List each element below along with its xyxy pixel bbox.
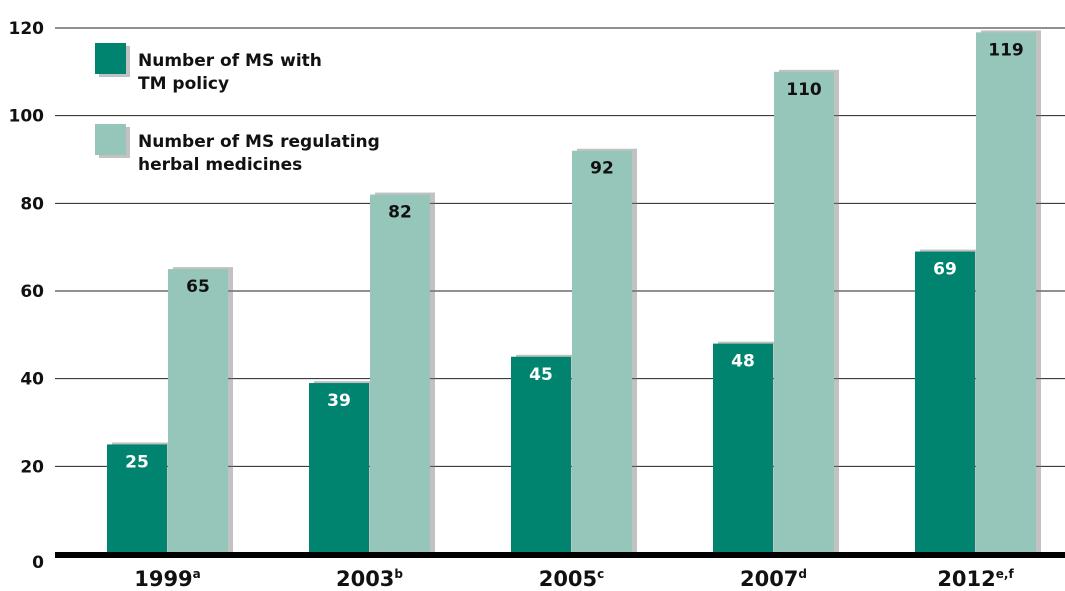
legend-label: TM policy — [138, 74, 229, 94]
bars: 25 65 39 82 45 92 48 110 69 119 — [107, 30, 1041, 555]
bar-value-label: 119 — [988, 40, 1024, 60]
x-axis-line — [55, 552, 1065, 558]
x-tick-label: 1999a — [134, 567, 201, 591]
bar — [713, 343, 773, 554]
y-tick-label: 60 — [20, 282, 44, 302]
bar — [370, 194, 430, 555]
bar-value-label: 69 — [933, 260, 957, 280]
bar — [774, 71, 834, 554]
legend-label: Number of MS regulating — [138, 132, 380, 152]
legend: Number of MS with TM policy Number of MS r… — [95, 43, 380, 175]
x-tick-label: 2007d — [740, 567, 807, 591]
bar-value-label: 82 — [388, 203, 412, 223]
bar-value-label: 25 — [125, 452, 149, 472]
bar — [168, 269, 228, 554]
bar — [572, 150, 632, 554]
bar-value-label: 39 — [327, 391, 351, 411]
legend-swatch — [95, 124, 126, 155]
y-tick-label: 40 — [20, 370, 44, 390]
y-tick-label: 100 — [9, 107, 45, 127]
bar-value-label: 45 — [529, 365, 553, 385]
y-tick-label: 0 — [32, 553, 44, 573]
bar — [976, 32, 1036, 554]
bar-value-label: 92 — [590, 159, 614, 179]
bar — [511, 356, 571, 554]
axes: 0 20 40 60 80 100 120 1999a 2003b 2005c 2007d 2012e… — [9, 19, 1065, 591]
bar-value-label: 110 — [786, 80, 822, 100]
legend-label: herbal medicines — [138, 155, 302, 175]
y-tick-label: 120 — [9, 19, 45, 39]
x-tick-label: 2003b — [336, 567, 403, 591]
bar-value-label: 65 — [186, 277, 210, 297]
y-tick-label: 20 — [20, 457, 44, 477]
x-tick-label: 2005c — [539, 567, 605, 591]
y-tick-label: 80 — [20, 194, 44, 214]
bar-value-label: 48 — [731, 352, 755, 372]
bar — [915, 251, 975, 555]
legend-label: Number of MS with — [138, 51, 322, 71]
legend-swatch — [95, 43, 126, 74]
x-tick-label: 2012e,f — [937, 567, 1014, 591]
bar — [107, 444, 167, 554]
bar — [309, 383, 369, 554]
